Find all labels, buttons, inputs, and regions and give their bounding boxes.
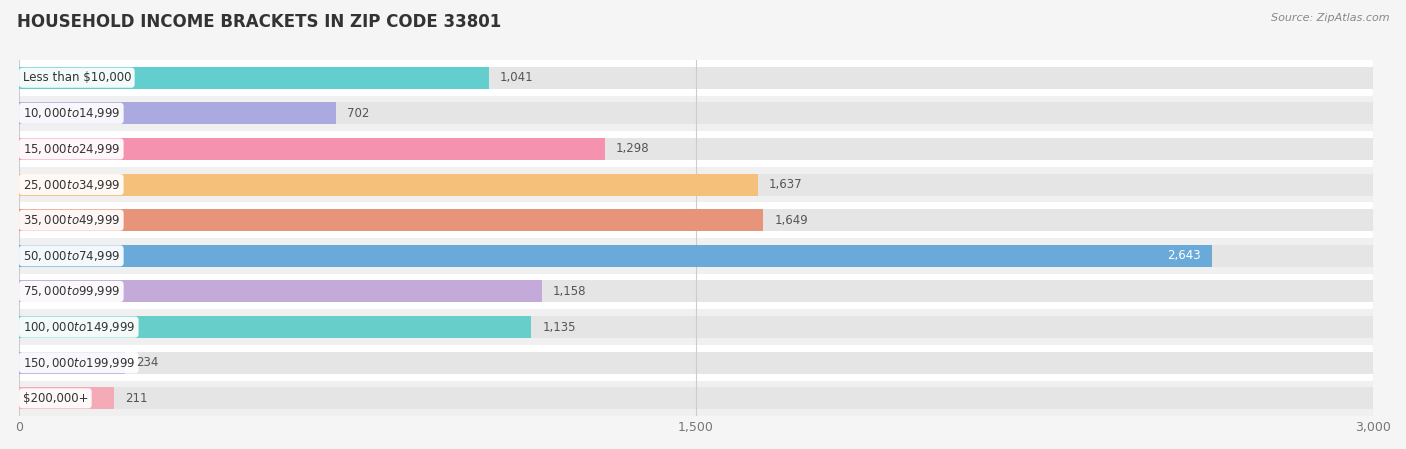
- Text: 1,041: 1,041: [501, 71, 534, 84]
- Text: 1,298: 1,298: [616, 142, 650, 155]
- Text: $200,000+: $200,000+: [22, 392, 89, 405]
- Text: $100,000 to $149,999: $100,000 to $149,999: [22, 320, 135, 334]
- Text: $15,000 to $24,999: $15,000 to $24,999: [22, 142, 120, 156]
- Bar: [20, 281, 1374, 303]
- Bar: [20, 202, 1374, 238]
- Bar: [20, 345, 1374, 380]
- Text: 1,135: 1,135: [543, 321, 576, 334]
- Bar: [20, 238, 1374, 273]
- Bar: [20, 380, 1374, 416]
- Text: $50,000 to $74,999: $50,000 to $74,999: [22, 249, 120, 263]
- Bar: [20, 167, 1374, 202]
- Bar: [20, 66, 489, 89]
- Bar: [20, 138, 1374, 160]
- Bar: [20, 387, 114, 409]
- Bar: [20, 66, 1374, 89]
- Bar: [20, 174, 758, 196]
- Bar: [20, 209, 763, 231]
- Bar: [20, 60, 1374, 96]
- Bar: [20, 316, 531, 338]
- Text: $75,000 to $99,999: $75,000 to $99,999: [22, 285, 120, 299]
- Bar: [20, 273, 1374, 309]
- Bar: [20, 309, 1374, 345]
- Text: Source: ZipAtlas.com: Source: ZipAtlas.com: [1271, 13, 1389, 23]
- Bar: [20, 352, 1374, 374]
- Bar: [20, 96, 1374, 131]
- Bar: [20, 131, 1374, 167]
- Bar: [20, 316, 1374, 338]
- Bar: [20, 102, 336, 124]
- Bar: [20, 174, 1374, 196]
- Text: Less than $10,000: Less than $10,000: [22, 71, 131, 84]
- Bar: [20, 387, 1374, 409]
- Text: $25,000 to $34,999: $25,000 to $34,999: [22, 178, 120, 192]
- Text: 211: 211: [125, 392, 148, 405]
- Text: HOUSEHOLD INCOME BRACKETS IN ZIP CODE 33801: HOUSEHOLD INCOME BRACKETS IN ZIP CODE 33…: [17, 13, 501, 31]
- Text: 1,158: 1,158: [553, 285, 586, 298]
- Text: $10,000 to $14,999: $10,000 to $14,999: [22, 106, 120, 120]
- Text: 234: 234: [136, 356, 159, 369]
- Bar: [20, 102, 1374, 124]
- Bar: [20, 245, 1374, 267]
- Text: 1,637: 1,637: [769, 178, 803, 191]
- Bar: [20, 209, 1374, 231]
- Bar: [20, 138, 605, 160]
- Text: $150,000 to $199,999: $150,000 to $199,999: [22, 356, 135, 370]
- Text: $35,000 to $49,999: $35,000 to $49,999: [22, 213, 120, 227]
- Bar: [20, 245, 1212, 267]
- Text: 702: 702: [347, 107, 370, 120]
- Bar: [20, 352, 125, 374]
- Text: 2,643: 2,643: [1167, 249, 1201, 262]
- Bar: [20, 281, 541, 303]
- Text: 1,649: 1,649: [775, 214, 808, 227]
